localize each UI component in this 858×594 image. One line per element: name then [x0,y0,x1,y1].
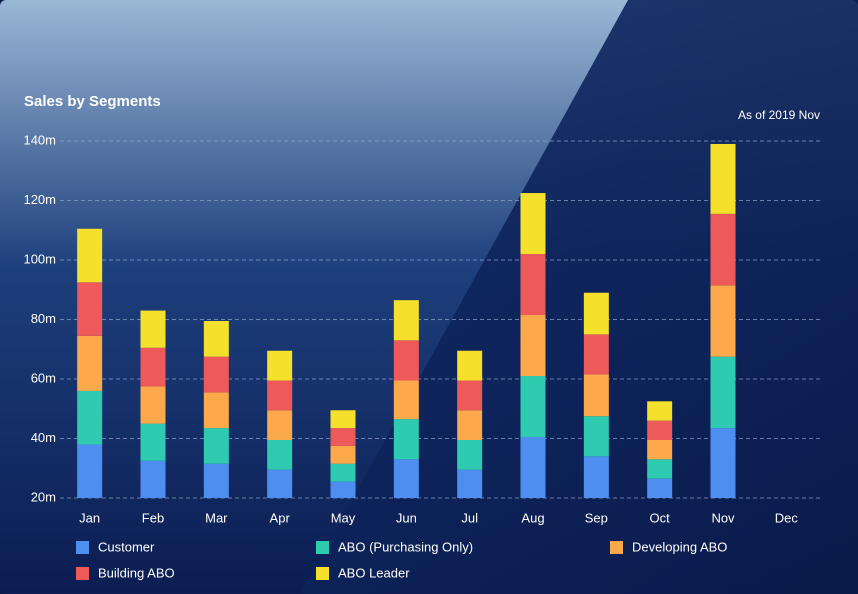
x-tick-label: Aug [521,510,544,525]
bar-segment [393,459,419,498]
bar-segment [710,428,736,498]
bar-segment [457,439,483,470]
bar-segment [647,401,673,421]
bar-segment [583,416,609,457]
bar-segment [457,380,483,411]
bar-segment [267,350,293,381]
x-tick-label: Feb [142,510,164,525]
bar-segment [583,334,609,375]
bar-segment [393,380,419,420]
bar-segment [77,444,103,498]
x-tick-label: Oct [650,510,671,525]
bar-segment [140,347,166,387]
bar-segment [267,380,293,411]
x-tick-label: Dec [775,510,799,525]
bar-segment [77,390,103,445]
bar-segment [267,469,293,498]
bar-segment [647,439,673,460]
bar-segment [77,282,103,336]
bar-segment [710,285,736,357]
plot: 20m 40m 60m 80m 100m 120m 140m Jan Feb Mar Apr May J… [23,132,820,580]
bar-segment [140,386,166,424]
bar-segment [140,423,166,461]
chart-subtitle: As of 2019 Nov [738,108,820,122]
legend-label: ABO Leader [338,565,410,580]
legend-swatch [76,541,89,554]
y-tick-label: 40m [31,430,56,445]
legend-label: Building ABO [98,565,175,580]
bar-segment [457,350,483,381]
bar-segment [203,356,229,393]
bar-segment [583,456,609,498]
x-tick-label: Jan [79,510,100,525]
y-tick-label: 140m [23,132,56,147]
bar-segment [267,410,293,440]
legend-label: Developing ABO [632,539,727,554]
bar-segment [520,254,546,316]
bar-segment [330,428,356,446]
bar-segment [583,292,609,335]
bar-segment [647,478,673,498]
bar-segment [710,213,736,286]
bar-segment [267,439,293,470]
bar-segment [520,437,546,498]
y-tick-label: 120m [23,192,56,207]
bar-segment [203,463,229,498]
bar-segment [203,392,229,429]
bar-segment [710,143,736,214]
x-tick-label: Mar [205,510,228,525]
legend-swatch [76,567,89,580]
x-tick-label: Jul [461,510,478,525]
chart-title: Sales by Segments [24,93,161,110]
bar-segment [393,419,419,460]
x-tick-label: May [331,510,356,525]
bar-segment [457,469,483,498]
legend-label: Customer [98,539,155,554]
bar-segment [140,460,166,498]
bar-segment [647,420,673,440]
bar-segment [647,459,673,479]
bar-segment [140,310,166,348]
bar-segment [457,410,483,440]
bar-segment [710,356,736,429]
legend-label: ABO (Purchasing Only) [338,539,473,554]
bar-segment [203,320,229,357]
legend-swatch [316,541,329,554]
bar-segment [520,193,546,255]
y-tick-label: 60m [31,370,56,385]
y-tick-label: 100m [23,251,56,266]
x-tick-label: Nov [711,510,735,525]
y-tick-label: 20m [31,489,56,504]
bar-segment [583,374,609,417]
bar-segment [393,340,419,381]
bar-segment [330,410,356,429]
bar-segment [77,335,103,391]
bar-segment [330,445,356,464]
bar-segment [77,228,103,283]
x-tick-label: Jun [396,510,417,525]
x-tick-label: Sep [585,510,608,525]
bar-segment [330,481,356,498]
bar-segment [520,376,546,438]
x-tick-label: Apr [270,510,291,525]
bar-segment [393,300,419,341]
bar-segment [203,428,229,464]
bar-segment [330,463,356,482]
legend-swatch [610,541,623,554]
legend-swatch [316,567,329,580]
bar-segment [520,315,546,377]
y-tick-label: 80m [31,311,56,326]
